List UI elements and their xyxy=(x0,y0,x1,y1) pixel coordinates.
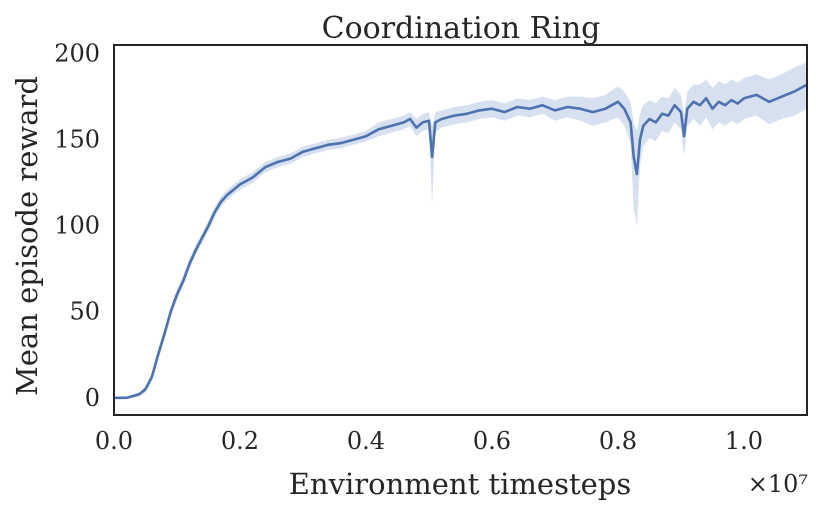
chart-title: Coordination Ring xyxy=(322,11,601,46)
x-tick-label: 0.2 xyxy=(221,427,259,455)
x-axis-label: Environment timesteps xyxy=(289,467,631,501)
y-tick-label: 0 xyxy=(85,384,100,412)
axes-frame xyxy=(113,44,808,416)
mean-reward-line xyxy=(114,83,808,400)
x-tick-label: 0.0 xyxy=(95,427,133,455)
y-tick-label: 150 xyxy=(54,126,100,154)
x-tick-label: 0.6 xyxy=(473,427,511,455)
x-tick-label: 0.4 xyxy=(347,427,385,455)
x-tick-labels: 0.0 0.2 0.4 0.6 0.8 1.0 xyxy=(95,427,763,455)
x-tick-label: 1.0 xyxy=(725,427,763,455)
x-axis-offset-text: ×10⁷ xyxy=(748,470,808,498)
y-tick-label: 100 xyxy=(54,212,100,240)
plot-area xyxy=(114,62,808,400)
y-axis-label: Mean episode reward xyxy=(10,76,44,396)
y-tick-label: 50 xyxy=(69,298,100,326)
x-tick-label: 0.8 xyxy=(599,427,637,455)
confidence-band xyxy=(114,62,807,398)
y-tick-labels: 0 50 100 150 200 xyxy=(54,40,100,412)
y-tick-label: 200 xyxy=(54,40,100,68)
